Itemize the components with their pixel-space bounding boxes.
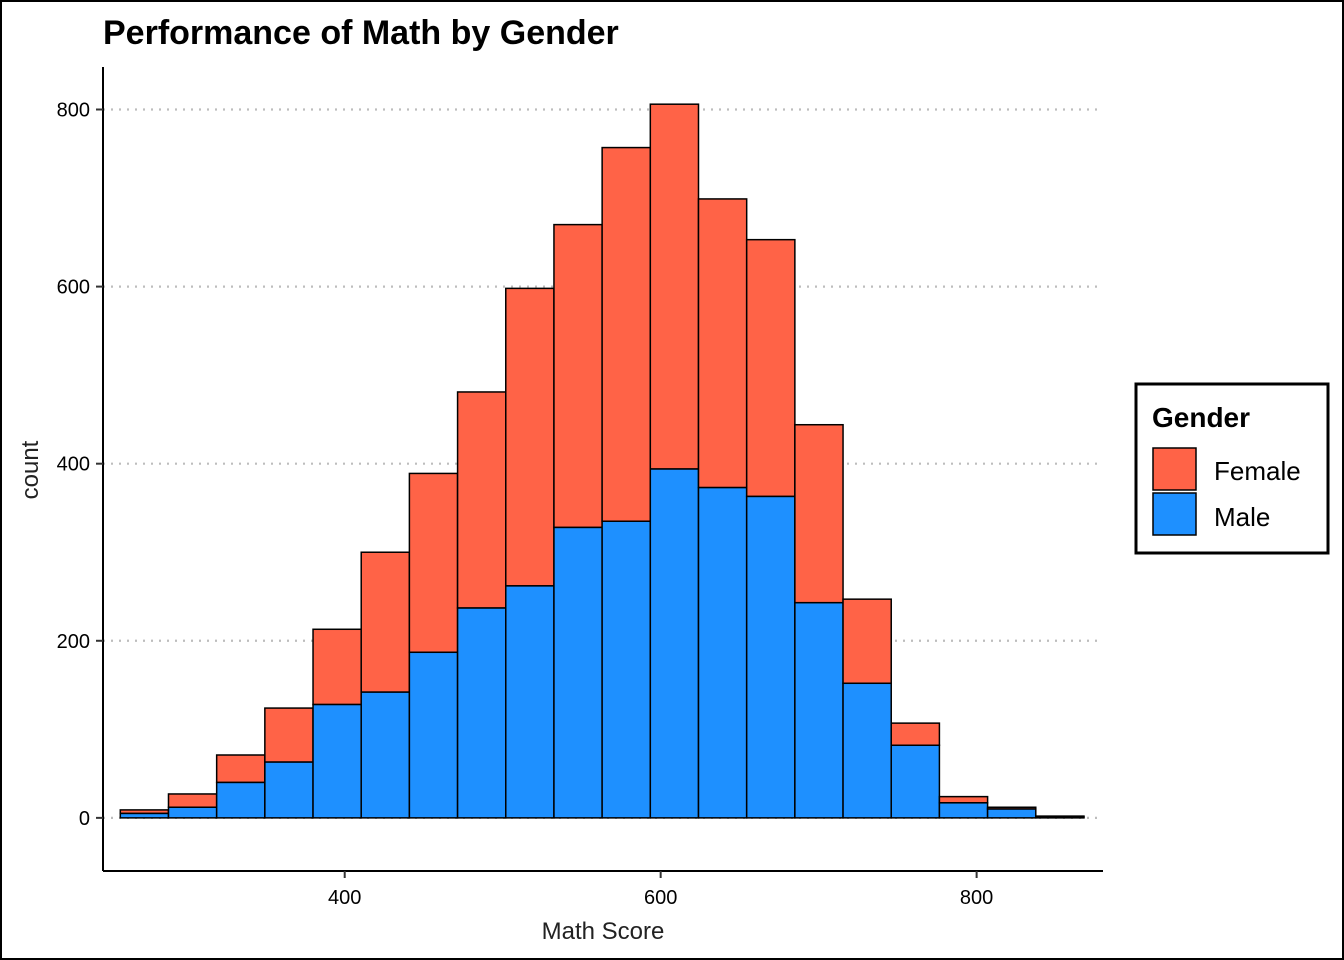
tick-labels: 0 200 400 600 800 400 600 800	[57, 100, 994, 909]
bar-female	[890, 722, 941, 747]
bar-male	[167, 806, 218, 819]
y-tick-label: 600	[57, 277, 90, 299]
bar-female	[649, 103, 700, 470]
x-tick-label: 800	[960, 887, 993, 909]
bar-female	[745, 238, 796, 498]
bar-male	[1035, 816, 1085, 819]
bar-female	[697, 198, 748, 489]
bar-male	[119, 812, 170, 819]
bar-male	[264, 761, 314, 819]
bar-female	[601, 146, 652, 522]
bar-male	[938, 802, 989, 819]
bar-male	[745, 495, 796, 819]
bar-female	[360, 551, 411, 693]
bar-female	[938, 795, 989, 804]
bar-male	[986, 808, 1037, 819]
bar-female	[312, 628, 362, 706]
bar-male	[649, 468, 700, 819]
axes	[102, 67, 1103, 872]
bar-male	[842, 682, 892, 819]
bar-male	[697, 486, 748, 819]
y-tick-label: 0	[79, 808, 90, 830]
bar-female	[505, 287, 555, 587]
bar-male	[408, 651, 459, 819]
bar-female	[264, 707, 314, 763]
bar-male	[505, 585, 555, 819]
legend-key-female	[1152, 447, 1197, 491]
legend-label-female: Female	[1214, 456, 1301, 486]
legend-label-male: Male	[1214, 502, 1270, 532]
bar-male	[601, 520, 652, 819]
y-tick-label: 200	[57, 631, 90, 653]
bar-female	[408, 472, 459, 654]
bars	[119, 103, 1085, 819]
bar-female	[215, 754, 266, 784]
y-axis-title: count	[17, 440, 44, 499]
chart-title: Performance of Math by Gender	[103, 14, 619, 52]
bar-female	[456, 391, 507, 609]
bar-female	[842, 598, 892, 685]
bar-male	[360, 691, 411, 819]
x-axis-title: Math Score	[542, 918, 665, 945]
bar-male	[553, 526, 603, 819]
bar-male	[215, 781, 266, 819]
x-tick-label: 600	[644, 887, 677, 909]
bar-female	[553, 223, 603, 529]
legend-title: Gender	[1152, 402, 1250, 433]
bar-male	[312, 703, 362, 819]
bar-female	[794, 423, 844, 604]
y-tick-label: 800	[57, 100, 90, 122]
legend: Gender Female Male	[1134, 382, 1330, 555]
y-tick-label: 400	[57, 454, 90, 476]
bar-male	[456, 607, 507, 819]
bar-male	[794, 601, 844, 819]
bar-male	[890, 744, 941, 819]
x-tick-label: 400	[328, 887, 361, 909]
legend-key-male	[1152, 492, 1197, 536]
bar-female	[167, 793, 218, 808]
